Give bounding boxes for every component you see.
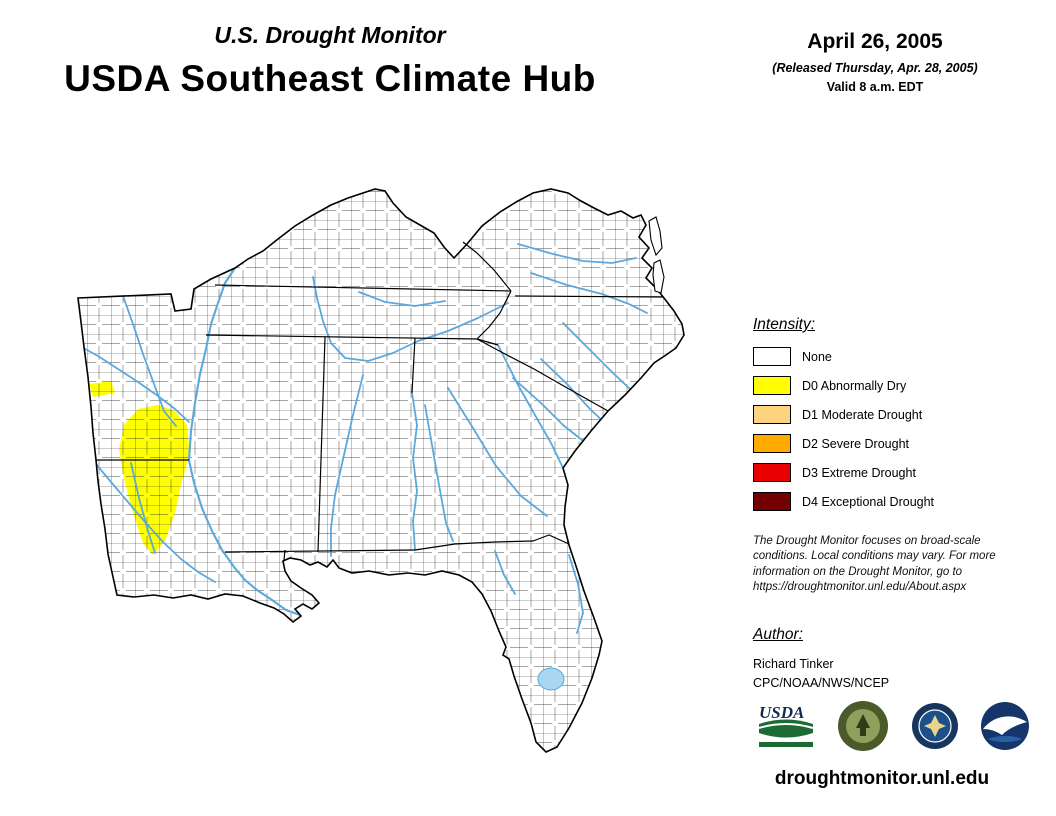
legend-label-d2: D2 Severe Drought <box>802 436 910 451</box>
site-url: droughtmonitor.unl.edu <box>774 768 990 789</box>
ndmc-logo <box>838 701 889 751</box>
legend-label-d1: D1 Moderate Drought <box>802 407 923 422</box>
doc-seal-logo <box>911 703 958 749</box>
page-title: USDA Southeast Climate Hub <box>64 58 596 99</box>
map-date: April 26, 2005 <box>807 30 943 53</box>
lake-okeechobee <box>537 667 565 691</box>
date-block: April 26, 2005 (Released Thursday, Apr. … <box>742 30 1008 94</box>
legend-item-none: None <box>753 347 934 366</box>
noaa-logo <box>980 702 1029 750</box>
legend-item-d4: D4 Exceptional Drought <box>753 492 934 511</box>
intensity-legend: Intensity: None D0 Abnormally Dry D1 Mod… <box>753 316 934 521</box>
rivers <box>78 243 648 634</box>
legend-swatch-d1 <box>753 405 791 424</box>
disclaimer-text: The Drought Monitor focuses on broad-sca… <box>753 535 996 593</box>
author-block: Author: Richard Tinker CPC/NOAA/NWS/NCEP <box>753 626 889 694</box>
usda-logo: USDA <box>758 703 814 747</box>
legend-label-none: None <box>802 349 832 364</box>
delmarva-shore <box>648 216 665 294</box>
header: U.S. Drought Monitor USDA Southeast Clim… <box>20 22 640 100</box>
legend-swatch-none <box>753 347 791 366</box>
legend-label-d0: D0 Abnormally Dry <box>802 378 907 393</box>
legend-swatch-d2 <box>753 434 791 453</box>
legend-label-d4: D4 Exceptional Drought <box>802 494 935 509</box>
legend-item-d1: D1 Moderate Drought <box>753 405 934 424</box>
legend-swatch-d0 <box>753 376 791 395</box>
county-grid <box>78 189 684 752</box>
legend-swatch-d4 <box>753 492 791 511</box>
state-borders <box>96 241 664 561</box>
valid-time: Valid 8 a.m. EDT <box>826 80 924 94</box>
report-subtitle: U.S. Drought Monitor <box>214 22 446 48</box>
legend-item-d2: D2 Severe Drought <box>753 434 934 453</box>
legend-item-d0: D0 Abnormally Dry <box>753 376 934 395</box>
drought-map <box>63 163 708 811</box>
release-info: (Released Thursday, Apr. 28, 2005) <box>772 61 978 75</box>
legend-swatch-d3 <box>753 463 791 482</box>
agency-logos: USDA <box>756 700 1030 752</box>
legend-item-d3: D3 Extreme Drought <box>753 463 934 482</box>
author-heading: Author: <box>753 626 803 643</box>
author-name: Richard Tinker <box>753 657 834 671</box>
legend-label-d3: D3 Extreme Drought <box>802 465 916 480</box>
legend-heading: Intensity: <box>753 316 816 333</box>
usda-logo-text: USDA <box>759 703 804 722</box>
author-org: CPC/NOAA/NWS/NCEP <box>753 676 890 691</box>
